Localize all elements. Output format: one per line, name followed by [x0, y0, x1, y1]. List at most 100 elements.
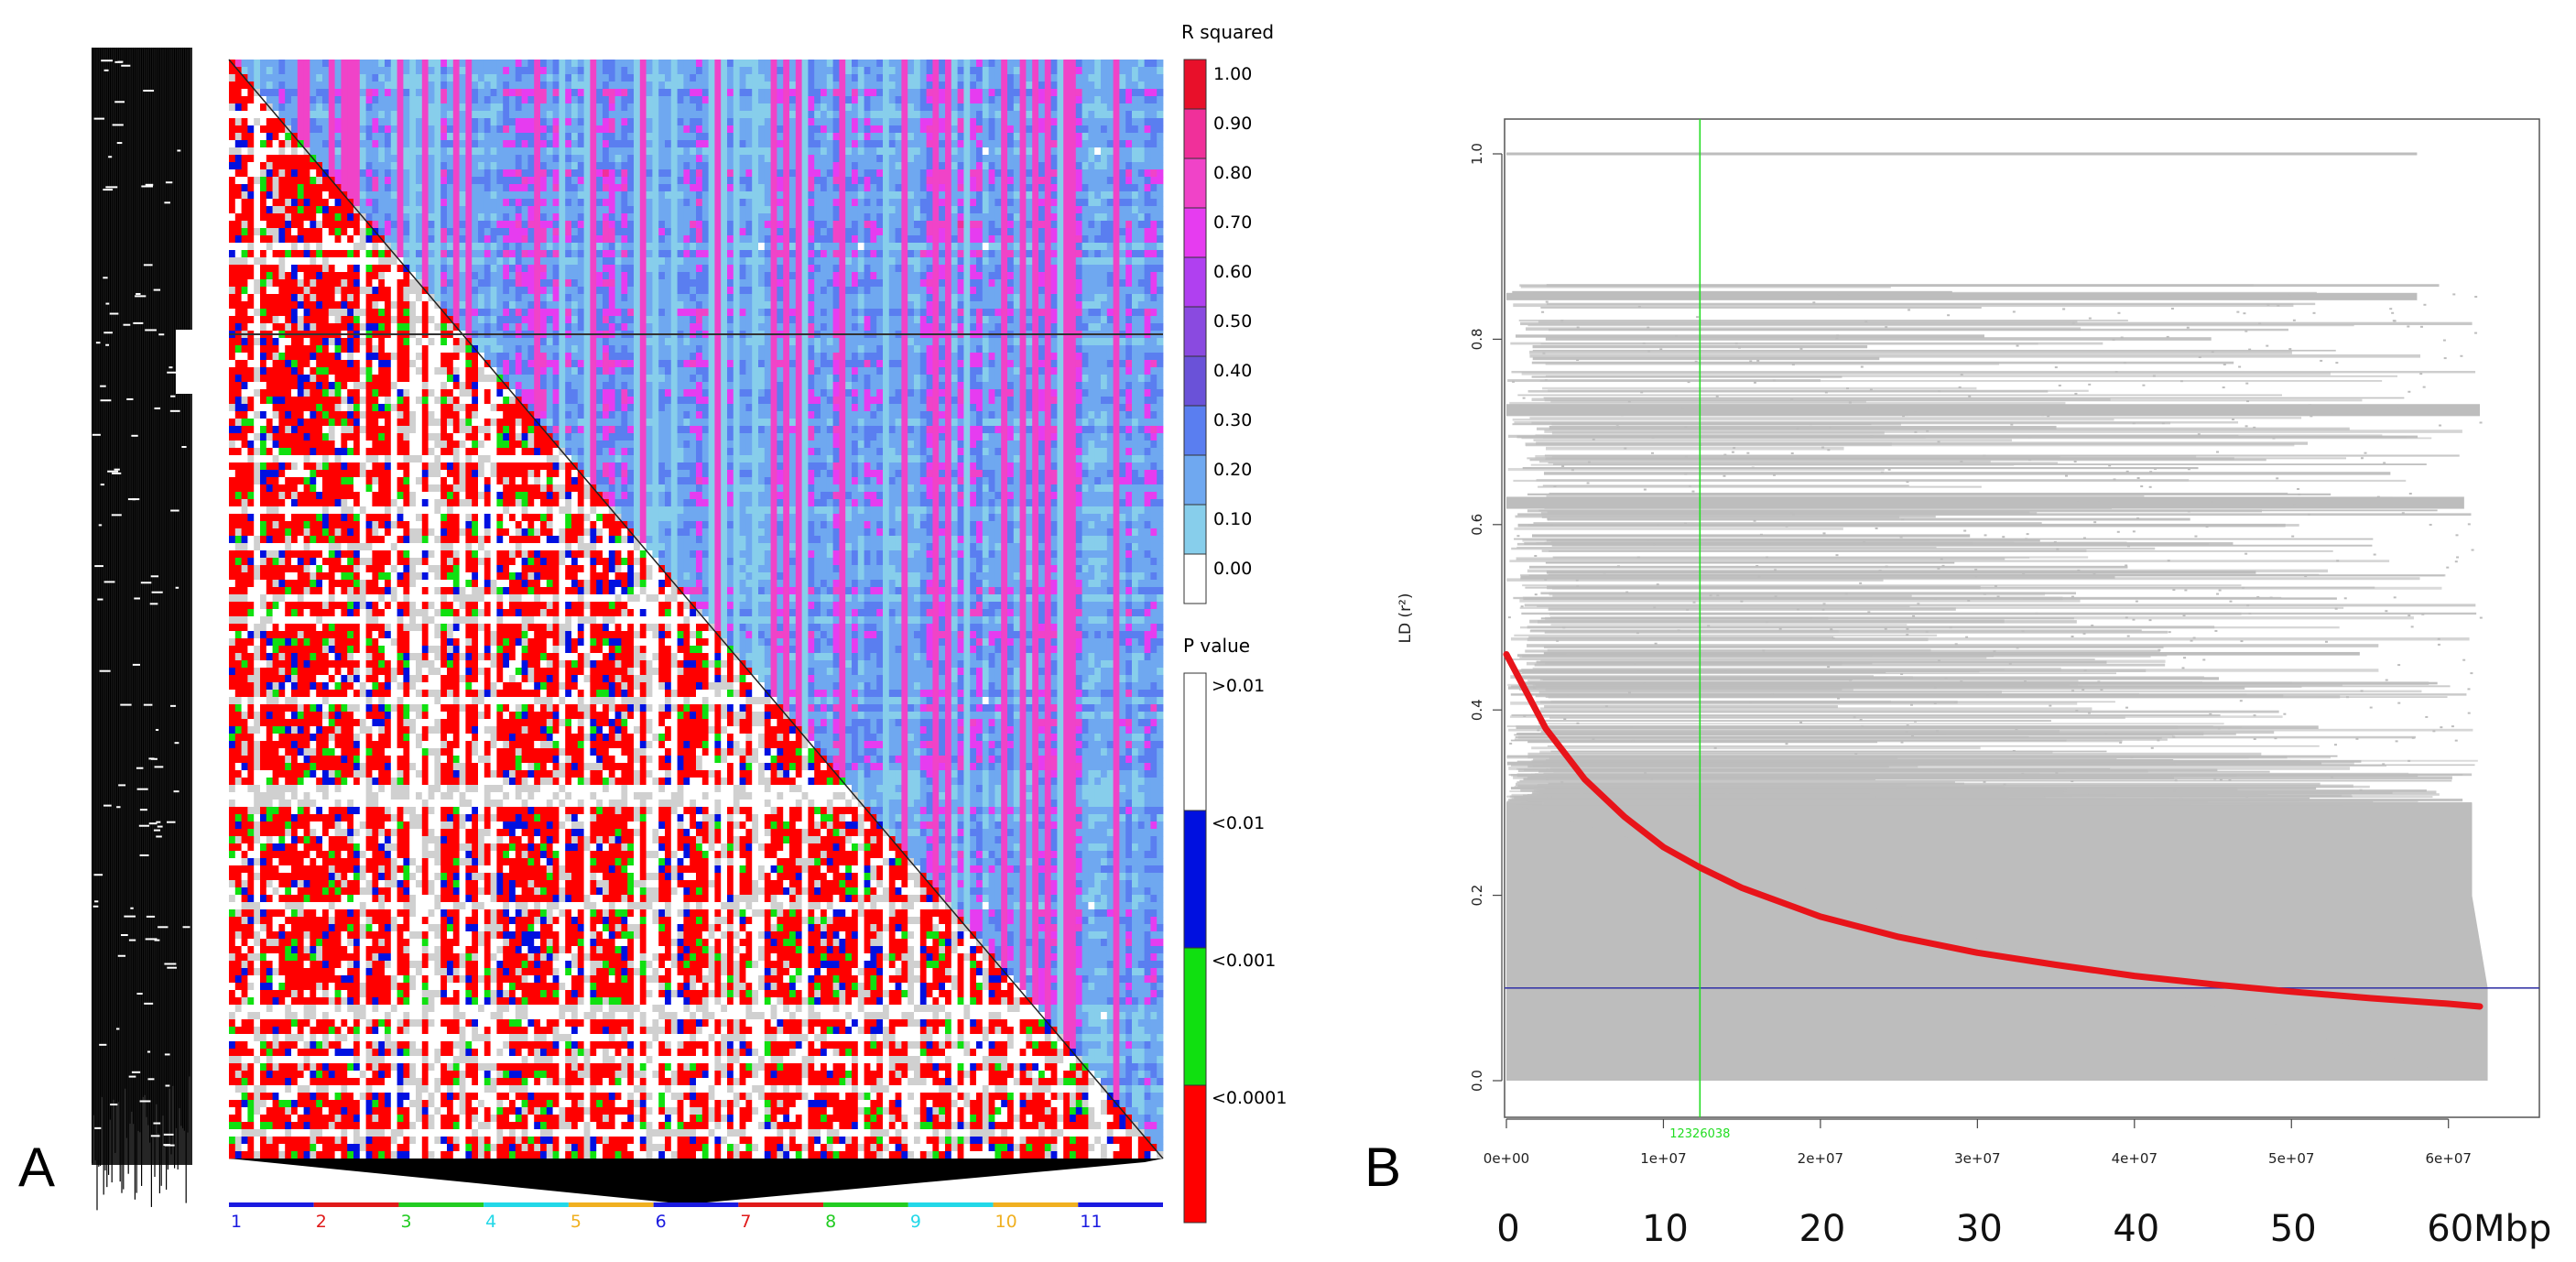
heat-cell — [665, 235, 672, 244]
heat-cell — [583, 133, 591, 141]
heat-cell — [328, 191, 335, 200]
heat-cell — [926, 118, 933, 126]
heat-cell — [447, 199, 454, 207]
heat-cell — [496, 206, 504, 214]
heat-cell — [1106, 103, 1114, 112]
heat-cell — [416, 111, 423, 119]
heat-cell — [310, 103, 317, 112]
heat-cell — [883, 228, 890, 236]
heat-cell — [272, 162, 279, 170]
heat-cell — [1019, 221, 1027, 229]
heat-cell — [490, 213, 497, 222]
heat-cell — [976, 199, 984, 207]
heat-cell — [870, 118, 877, 126]
heat-cell — [982, 177, 989, 185]
heat-cell — [241, 235, 248, 244]
heat-cell — [690, 177, 697, 185]
heat-cell — [347, 60, 354, 68]
heat-cell — [421, 111, 429, 119]
heat-cell — [509, 82, 516, 90]
heat-cell — [465, 162, 473, 170]
heat-cell — [372, 191, 379, 200]
heat-cell — [1013, 125, 1020, 134]
heat-cell — [957, 103, 964, 112]
heat-cell — [876, 111, 884, 119]
heat-cell — [1101, 287, 1108, 295]
heat-cell — [365, 125, 373, 134]
heat-cell — [409, 221, 417, 229]
heat-cell — [322, 250, 330, 258]
heat-cell — [1038, 287, 1046, 295]
heat-cell — [234, 279, 242, 288]
heat-cell — [814, 111, 821, 119]
heat-cell — [727, 243, 734, 251]
heat-cell — [596, 103, 603, 112]
heat-cell — [272, 82, 279, 90]
heat-cell — [821, 111, 828, 119]
heat-cell — [496, 272, 504, 280]
heat-cell — [515, 67, 522, 75]
heat-cell — [845, 155, 853, 163]
heat-cell — [310, 243, 317, 251]
heat-cell — [832, 228, 840, 236]
heat-cell — [416, 287, 423, 295]
heat-cell — [1088, 155, 1095, 163]
heat-cell — [932, 199, 940, 207]
heat-cell — [677, 67, 684, 75]
heat-cell — [783, 206, 790, 214]
heat-cell — [690, 169, 697, 178]
heat-cell — [752, 191, 759, 200]
heat-cell — [908, 191, 915, 200]
heat-cell — [254, 199, 261, 207]
heat-cell — [919, 147, 927, 156]
heat-cell — [328, 250, 335, 258]
heat-cell — [515, 169, 522, 178]
heat-cell — [777, 74, 784, 82]
heat-cell — [801, 82, 809, 90]
heat-cell — [727, 67, 734, 75]
heat-cell — [745, 177, 753, 185]
heat-cell — [1119, 199, 1126, 207]
heat-cell — [1132, 221, 1139, 229]
heat-cell — [1001, 243, 1008, 251]
heat-cell — [260, 250, 267, 258]
heat-cell — [247, 221, 255, 229]
heat-cell — [976, 67, 984, 75]
heat-cell — [234, 125, 242, 134]
heat-cell — [1106, 60, 1114, 68]
heat-cell — [1026, 169, 1033, 178]
heat-cell — [241, 111, 248, 119]
heat-cell — [266, 213, 273, 222]
snp-bar-gap — [124, 915, 136, 918]
heat-cell — [988, 228, 995, 236]
heat-cell — [478, 74, 485, 82]
heat-cell — [783, 118, 790, 126]
heat-cell — [1125, 228, 1133, 236]
heat-cell — [795, 82, 802, 90]
heat-cell — [291, 125, 299, 134]
heat-cell — [322, 103, 330, 112]
heat-cell — [864, 89, 871, 97]
heat-cell — [714, 169, 722, 178]
heat-cell — [1150, 191, 1158, 200]
heat-cell — [1001, 235, 1008, 244]
snp-bar-gap — [150, 1135, 160, 1137]
heat-cell — [895, 177, 902, 185]
snp-bar-gap — [130, 907, 134, 909]
heat-cell — [272, 60, 279, 68]
heat-cell — [932, 243, 940, 251]
heat-cell — [365, 111, 373, 119]
heat-cell — [1026, 67, 1033, 75]
snp-bar-gap — [118, 784, 126, 787]
heat-cell — [639, 140, 647, 148]
heat-cell — [247, 287, 255, 295]
heat-cell — [247, 74, 255, 82]
heat-cell — [365, 177, 373, 185]
heat-cell — [472, 133, 479, 141]
heat-cell — [808, 228, 815, 236]
heat-cell — [888, 228, 896, 236]
heat-cell — [926, 213, 933, 222]
heat-cell — [857, 206, 864, 214]
heat-cell — [583, 162, 591, 170]
heat-cell — [1026, 118, 1033, 126]
